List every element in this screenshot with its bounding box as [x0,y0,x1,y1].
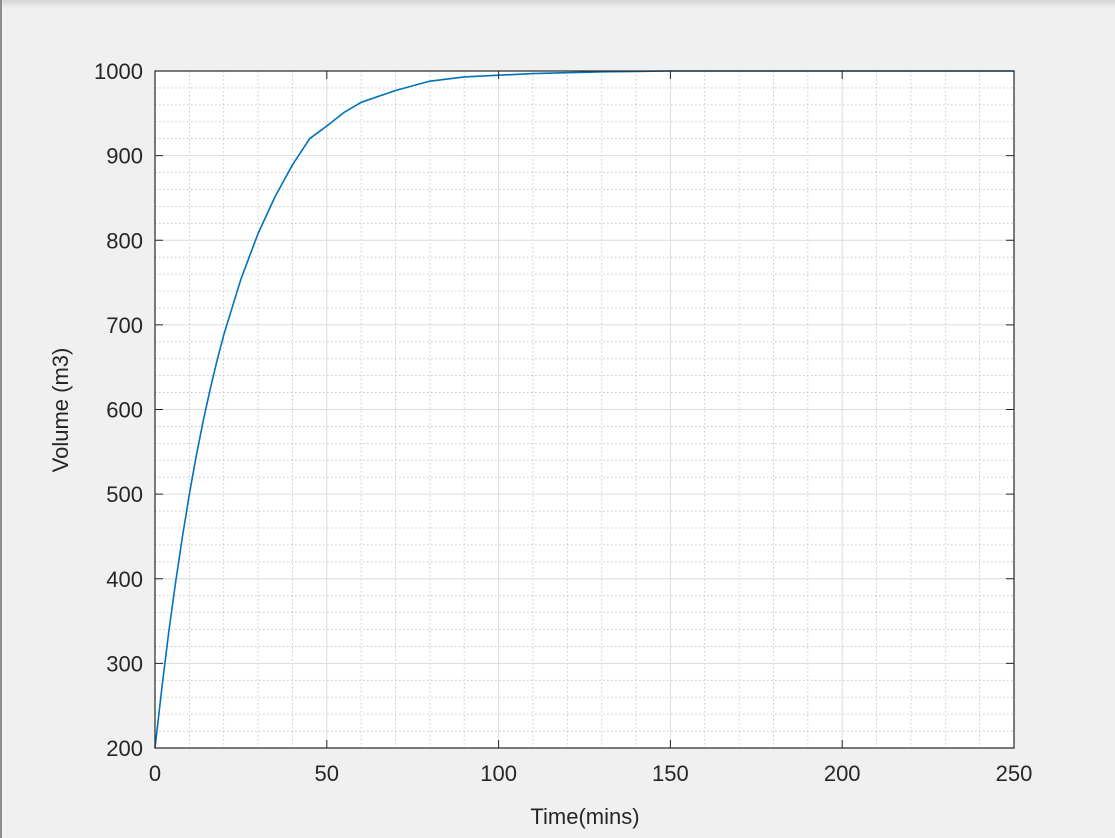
x-tick-label: 250 [996,761,1033,786]
x-tick-label: 200 [824,761,861,786]
y-tick-label: 500 [106,482,143,507]
window-top-edge [2,0,1115,8]
y-axis-label: Volume (m3) [48,348,73,473]
y-tick-label: 200 [106,736,143,761]
major-grid [155,71,1014,748]
y-tick-label: 300 [106,651,143,676]
x-axis-label: Time(mins) [530,804,639,829]
x-tick-label: 50 [315,761,339,786]
minor-grid [155,71,1014,748]
y-tick-label: 700 [106,313,143,338]
x-tick-label: 150 [652,761,689,786]
x-tick-label: 100 [480,761,517,786]
y-tick-label: 600 [106,398,143,423]
x-axis-ticks: 0 50 100 150 200 250 [149,71,1032,786]
x-tick-label: 0 [149,761,161,786]
y-tick-label: 1000 [94,59,143,84]
y-tick-label: 800 [106,228,143,253]
y-tick-label: 900 [106,144,143,169]
y-tick-label: 400 [106,567,143,592]
y-axis-ticks: 200 300 400 500 600 700 800 900 1000 [94,59,1014,761]
